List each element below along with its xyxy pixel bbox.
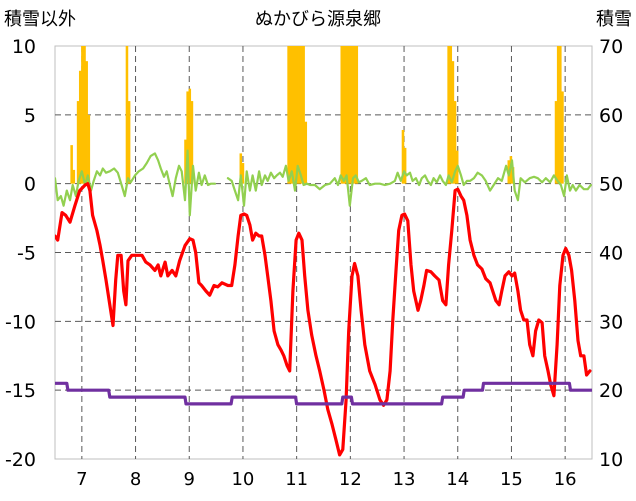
y-right-tick-label: 40 [599,243,623,265]
y-left-tick-label: -15 [5,380,36,402]
orange-bar [344,46,348,184]
right-axis-label: 積雪 [596,9,632,30]
orange-bar [346,46,350,184]
orange-bar [351,46,354,184]
y-left-tick-label: -10 [5,311,36,333]
orange-bar [403,147,407,184]
y-left-tick-label: 5 [24,105,36,127]
x-tick-label: 12 [339,469,362,490]
orange-bar [561,91,564,184]
orange-bar [556,46,560,184]
tick-labels: 7 8 9 10 11 12 13 14 15 161050-5-10-15-2070605040… [5,36,623,490]
left-axis-label: 積雪以外 [4,9,76,30]
x-tick-label: 16 [554,469,577,490]
orange-bar [342,46,346,184]
x-tick-label: 15 [500,469,523,490]
orange-bar [184,139,187,184]
orange-bar [125,46,129,184]
orange-bar [302,46,305,184]
y-right-tick-label: 60 [599,105,623,127]
x-tick-label: 7 [76,469,87,490]
orange-bar [186,91,189,184]
x-tick-label: 11 [285,469,308,490]
orange-bar [353,46,356,184]
orange-bar [401,129,405,184]
orange-bar [447,46,450,184]
y-right-tick-label: 50 [599,174,623,196]
y-left-tick-label: 10 [12,36,36,58]
orange-bar [449,46,453,184]
y-left-tick-label: 0 [24,174,36,196]
y-left-tick-label: -20 [5,449,36,471]
orange-bar [289,46,293,184]
x-tick-label: 13 [393,469,416,490]
orange-bar [559,46,562,184]
x-tick-label: 14 [446,469,469,490]
orange-bar [295,46,299,184]
green-series-line [55,149,592,217]
orange-bar [300,46,303,184]
orange-bar [554,101,558,184]
plot-marks [55,46,592,457]
purple-series-line [55,381,592,406]
y-right-tick-label: 70 [599,36,623,58]
orange-bar [340,46,344,184]
orange-bar [190,101,194,184]
orange-bar [76,101,80,184]
orange-bar [287,46,290,184]
orange-bar [188,88,192,184]
orange-bar [349,46,352,184]
x-tick-label: 10 [231,469,254,490]
orange-bar [304,121,308,184]
orange-bar [72,169,76,184]
orange-bar [241,163,245,184]
red-series-line [55,182,592,457]
orange-bar [451,61,455,184]
orange-bar [298,46,301,184]
orange-bar [85,61,88,184]
chart-title: ぬかびら源泉郷 [255,9,381,30]
orange-bar [87,114,91,184]
orange-bar [127,101,131,184]
orange-bar [453,101,457,184]
gridlines [55,46,592,459]
orange-bar [291,46,295,184]
x-tick-label: 9 [184,469,195,490]
orange-bar [78,70,82,184]
orange-bar [293,46,297,184]
y-right-tick-label: 20 [599,380,623,402]
y-left-tick-label: -5 [17,243,36,265]
orange-bar [355,46,359,184]
orange-bar [70,145,73,184]
y-right-tick-label: 30 [599,311,623,333]
x-tick-label: 8 [130,469,141,490]
orange-bar [81,46,84,184]
y-right-tick-label: 10 [599,449,623,471]
orange-bar [83,46,86,184]
orange-bar [239,153,243,184]
